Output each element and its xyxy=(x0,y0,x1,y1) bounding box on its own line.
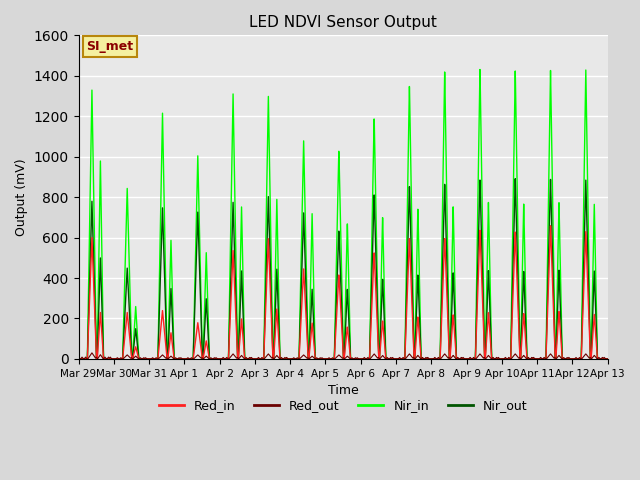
Nir_out xyxy=(604,356,612,362)
Red_out xyxy=(555,353,563,359)
Nir_in xyxy=(406,93,413,98)
Red_out xyxy=(75,356,83,362)
Red_in xyxy=(576,356,584,362)
Nir_out xyxy=(555,271,563,276)
Nir_out xyxy=(277,356,285,362)
Red_in xyxy=(555,311,563,316)
Red_in xyxy=(406,240,413,245)
Red_out xyxy=(88,350,96,356)
Red_out xyxy=(278,355,285,360)
Nir_out xyxy=(576,356,584,362)
Red_out xyxy=(576,355,584,360)
Nir_out xyxy=(511,176,519,181)
Nir_in xyxy=(576,356,584,362)
Nir_out xyxy=(138,356,146,362)
Line: Nir_out: Nir_out xyxy=(79,179,608,359)
Red_in xyxy=(138,356,146,362)
Nir_out xyxy=(406,190,413,195)
Nir_in xyxy=(552,327,560,333)
Nir_in xyxy=(138,356,146,362)
Red_out xyxy=(604,356,612,362)
Nir_out xyxy=(552,340,560,346)
Red_in xyxy=(75,356,83,362)
Nir_out xyxy=(75,356,83,362)
Red_in xyxy=(552,348,560,353)
Nir_in xyxy=(277,356,285,362)
Red_in xyxy=(277,356,285,362)
Line: Red_out: Red_out xyxy=(79,353,608,359)
Red_out xyxy=(552,356,560,361)
Red_out xyxy=(406,351,413,357)
Nir_in xyxy=(75,356,83,362)
Text: SI_met: SI_met xyxy=(86,40,134,53)
Legend: Red_in, Red_out, Nir_in, Nir_out: Red_in, Red_out, Nir_in, Nir_out xyxy=(154,395,532,418)
Nir_in xyxy=(476,67,484,72)
Red_out xyxy=(138,356,146,362)
Nir_in xyxy=(604,356,612,362)
Red_in xyxy=(547,223,554,228)
Line: Nir_in: Nir_in xyxy=(79,70,608,359)
Y-axis label: Output (mV): Output (mV) xyxy=(15,158,28,236)
X-axis label: Time: Time xyxy=(328,384,358,397)
Line: Red_in: Red_in xyxy=(79,226,608,359)
Title: LED NDVI Sensor Output: LED NDVI Sensor Output xyxy=(249,15,437,30)
Red_in xyxy=(604,356,612,362)
Nir_in xyxy=(555,205,563,211)
